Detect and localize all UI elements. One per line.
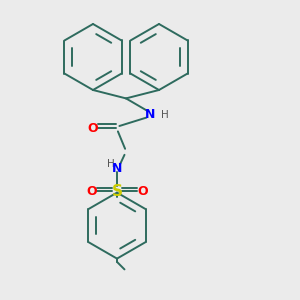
Text: O: O	[86, 185, 97, 198]
Text: O: O	[88, 122, 98, 135]
Text: H: H	[160, 110, 168, 120]
Text: S: S	[112, 184, 122, 199]
Text: O: O	[137, 185, 148, 198]
Text: N: N	[145, 107, 155, 121]
Text: H: H	[106, 159, 114, 169]
Text: N: N	[112, 161, 122, 175]
